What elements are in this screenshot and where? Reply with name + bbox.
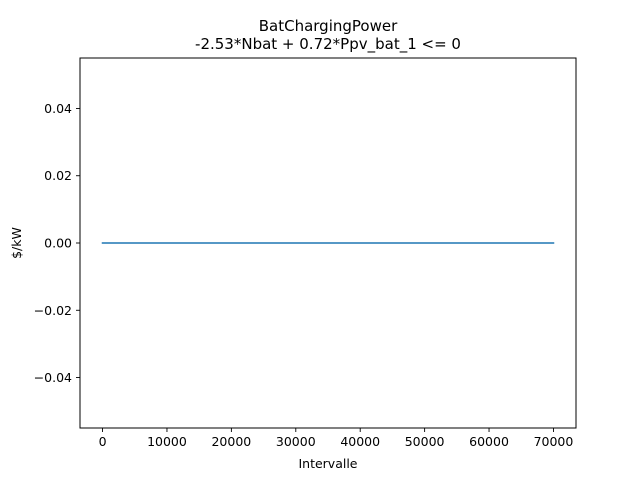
y-tick-label: 0.04 <box>44 101 72 116</box>
y-tick-label: −0.04 <box>34 370 72 385</box>
x-tick-label: 50000 <box>405 434 445 449</box>
y-axis-label: $/kW <box>9 227 24 259</box>
ticks-layer: 0 10000 20000 30000 40000 50000 60000 70000 −0.0… <box>34 101 574 449</box>
y-tick-label: −0.02 <box>34 303 72 318</box>
chart-subtitle: -2.53*Nbat + 0.72*Ppv_bat_1 <= 0 <box>195 35 461 54</box>
chart-title: BatChargingPower <box>259 17 398 35</box>
x-tick-label: 70000 <box>534 434 574 449</box>
x-tick-label: 60000 <box>469 434 509 449</box>
x-tick-label: 20000 <box>211 434 251 449</box>
y-tick-label: 0.00 <box>44 236 72 251</box>
x-tick-label: 40000 <box>340 434 380 449</box>
x-tick-label: 0 <box>99 434 107 449</box>
y-tick-label: 0.02 <box>44 168 72 183</box>
x-tick-label: 30000 <box>276 434 316 449</box>
x-axis-label: Intervalle <box>298 456 357 471</box>
x-tick-label: 10000 <box>147 434 187 449</box>
